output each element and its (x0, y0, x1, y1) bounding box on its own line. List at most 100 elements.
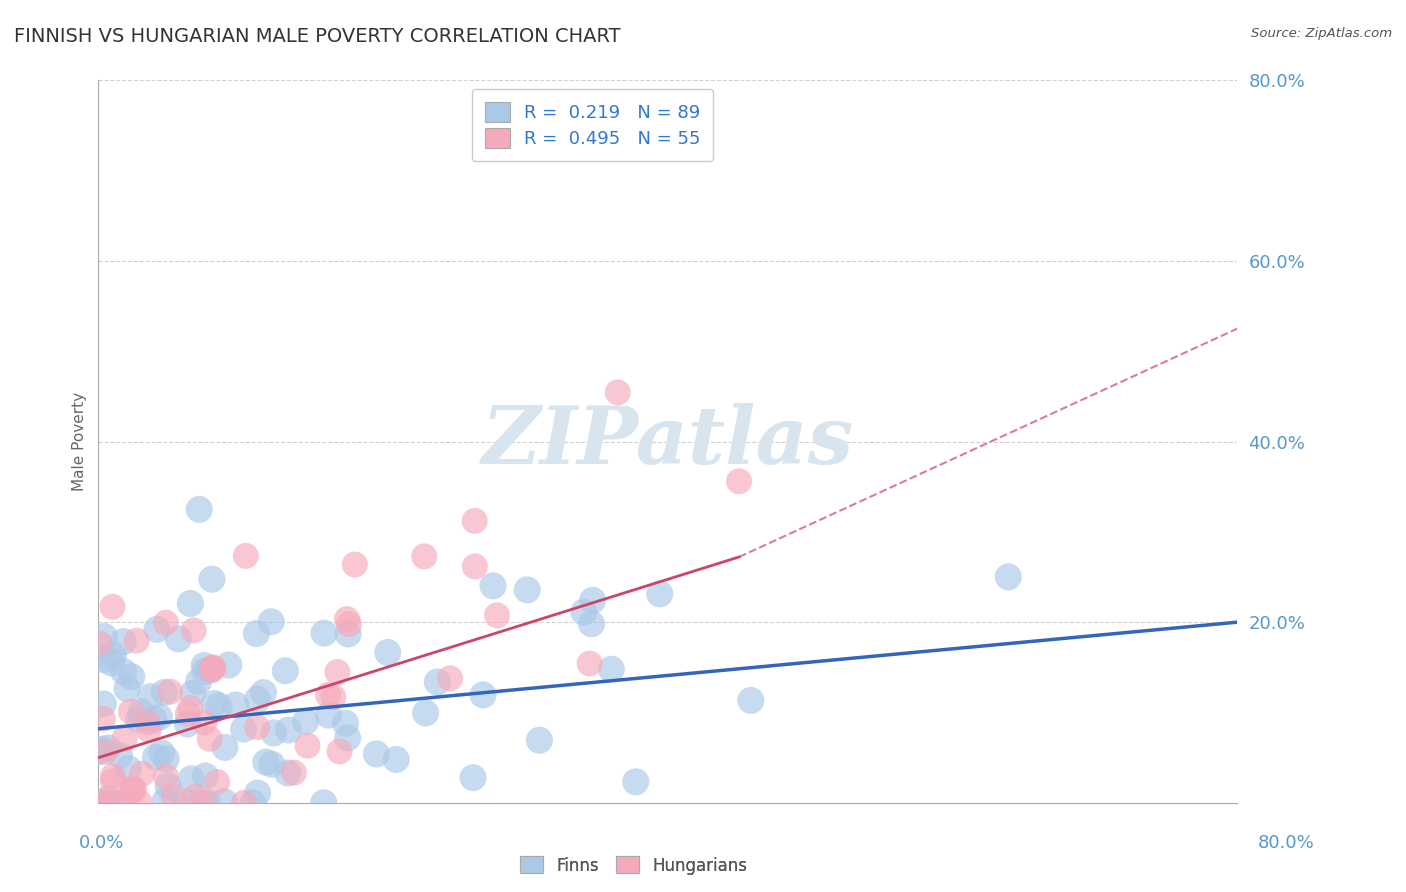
Point (155, 752, 177, 766)
Point (138, 723, 160, 737)
Point (600, 662, 623, 676)
Point (316, 688, 339, 702)
Point (183, 624, 205, 638)
Point (112, 634, 135, 648)
Point (322, 690, 344, 705)
Point (337, 627, 360, 641)
Point (461, 771, 484, 785)
Point (121, 784, 143, 798)
Point (277, 766, 299, 780)
Point (103, 648, 125, 662)
Point (581, 593, 603, 607)
Point (184, 789, 207, 804)
Point (343, 558, 366, 572)
Point (93, 653, 115, 667)
Y-axis label: Male Poverty: Male Poverty (72, 392, 87, 491)
Point (193, 796, 215, 810)
Point (415, 706, 437, 720)
Point (252, 686, 274, 700)
Point (142, 712, 165, 726)
Point (606, 385, 628, 400)
Point (581, 616, 603, 631)
Point (246, 692, 269, 706)
Point (131, 766, 153, 780)
Point (485, 608, 508, 623)
Point (188, 502, 211, 516)
Point (101, 599, 124, 614)
Point (125, 633, 148, 648)
Point (426, 675, 449, 690)
Point (180, 772, 202, 786)
Text: FINNISH VS HUNGARIAN MALE POVERTY CORRELATION CHART: FINNISH VS HUNGARIAN MALE POVERTY CORREL… (14, 27, 620, 45)
Point (218, 657, 240, 672)
Point (225, 698, 247, 712)
Point (366, 747, 388, 761)
Point (648, 587, 671, 601)
Point (464, 559, 486, 574)
Point (108, 748, 131, 763)
Point (413, 549, 436, 564)
Point (127, 713, 149, 727)
Point (202, 697, 225, 711)
Point (997, 570, 1019, 584)
Point (177, 706, 200, 721)
Point (110, 796, 132, 810)
Point (326, 665, 349, 679)
Point (145, 750, 167, 764)
Point (202, 661, 225, 675)
Point (91, 697, 114, 711)
Point (96, 792, 118, 806)
Point (153, 685, 176, 699)
Point (157, 779, 180, 793)
Point (377, 645, 399, 659)
Point (98, 796, 121, 810)
Point (139, 690, 162, 704)
Point (232, 796, 254, 810)
Point (201, 663, 224, 677)
Point (97, 741, 120, 756)
Point (129, 705, 152, 719)
Point (242, 796, 264, 810)
Text: Source: ZipAtlas.com: Source: ZipAtlas.com (1251, 27, 1392, 40)
Point (174, 796, 197, 810)
Point (201, 660, 224, 674)
Point (89, 636, 111, 650)
Point (208, 698, 231, 713)
Point (194, 769, 217, 783)
Point (193, 715, 215, 730)
Point (464, 514, 486, 528)
Text: ZIPatlas: ZIPatlas (482, 403, 853, 480)
Point (121, 780, 143, 795)
Point (232, 722, 254, 736)
Point (155, 615, 177, 630)
Point (180, 701, 202, 715)
Point (108, 796, 131, 810)
Point (624, 774, 647, 789)
Text: 80.0%: 80.0% (1258, 834, 1315, 852)
Point (128, 796, 150, 810)
Point (190, 796, 212, 810)
Point (385, 752, 408, 766)
Point (572, 605, 595, 619)
Point (93, 796, 115, 810)
Point (337, 617, 360, 632)
Point (516, 582, 538, 597)
Point (193, 658, 215, 673)
Point (91, 742, 114, 756)
Point (277, 723, 299, 737)
Point (728, 475, 751, 489)
Point (122, 782, 145, 797)
Point (181, 686, 204, 700)
Point (260, 615, 283, 629)
Point (179, 597, 201, 611)
Point (159, 684, 181, 698)
Point (263, 726, 285, 740)
Point (93, 796, 115, 810)
Point (93, 630, 115, 644)
Point (254, 755, 277, 769)
Point (439, 672, 461, 686)
Point (195, 796, 218, 810)
Point (246, 720, 269, 734)
Point (89, 796, 111, 810)
Point (283, 765, 305, 780)
